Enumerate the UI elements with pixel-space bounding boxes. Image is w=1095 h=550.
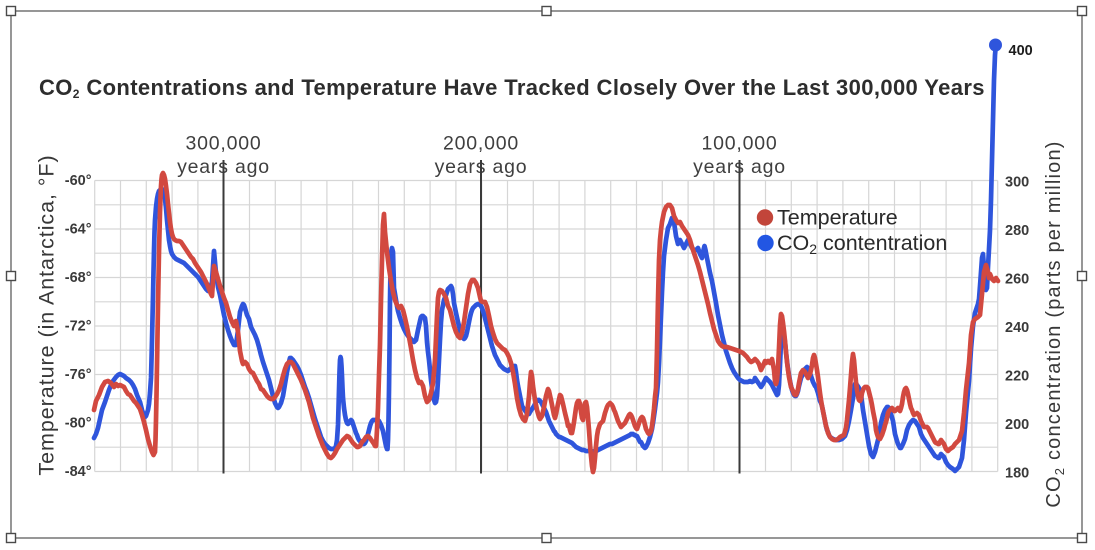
svg-text:300: 300 <box>1005 175 1029 191</box>
svg-text:-64°: -64° <box>65 222 92 238</box>
svg-text:-60°: -60° <box>65 173 92 189</box>
svg-text:220: 220 <box>1005 369 1029 385</box>
svg-text:280: 280 <box>1005 223 1029 239</box>
svg-text:200,000: 200,000 <box>443 133 519 155</box>
svg-text:CO2 Contentrations and Tempera: CO2 Contentrations and Temperature Have … <box>39 75 985 101</box>
svg-text:-84°: -84° <box>65 464 92 480</box>
svg-text:CO2 contentration: CO2 contentration <box>777 231 947 257</box>
svg-text:200: 200 <box>1005 417 1029 433</box>
svg-text:-68°: -68° <box>65 270 92 286</box>
svg-text:Temperature (in Antarctica, °F: Temperature (in Antarctica, °F) <box>35 154 59 475</box>
svg-text:-80°: -80° <box>65 416 92 432</box>
svg-text:100,000: 100,000 <box>701 133 777 155</box>
svg-text:300,000: 300,000 <box>185 133 261 155</box>
svg-text:180: 180 <box>1005 466 1029 482</box>
svg-text:Temperature: Temperature <box>777 206 898 230</box>
svg-text:240: 240 <box>1005 320 1029 336</box>
svg-text:CO2 concentration (parts per m: CO2 concentration (parts per million) <box>1043 140 1067 507</box>
svg-text:-76°: -76° <box>65 367 92 383</box>
svg-text:260: 260 <box>1005 272 1029 288</box>
svg-text:400: 400 <box>1009 43 1033 59</box>
svg-text:-72°: -72° <box>65 319 92 335</box>
